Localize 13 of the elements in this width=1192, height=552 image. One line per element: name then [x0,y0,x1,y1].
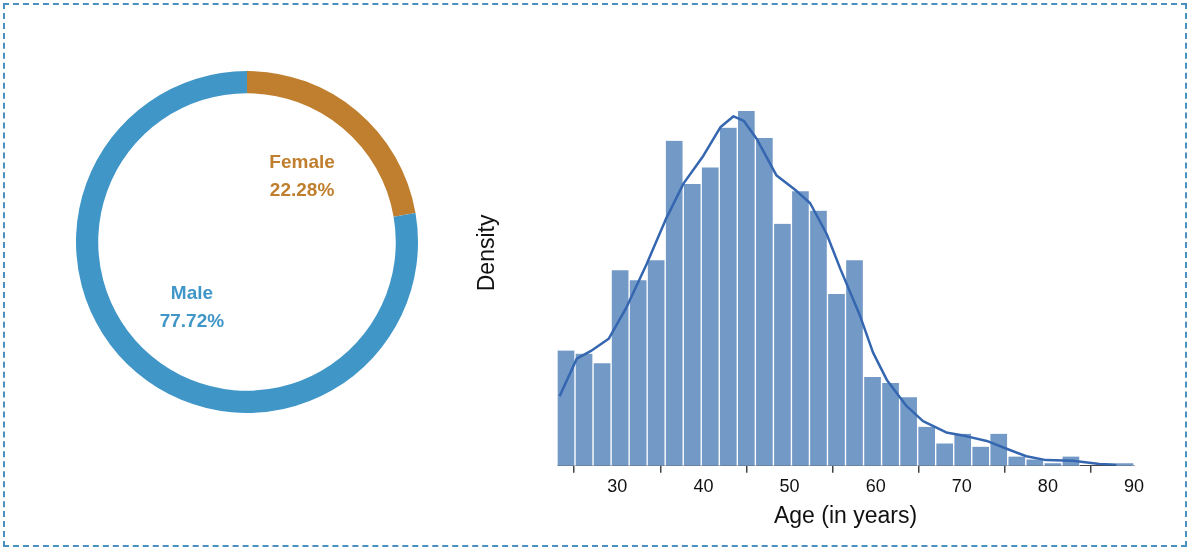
slice-label: Female [269,150,335,172]
x-tick-label: 60 [865,475,886,496]
x-tick-label: 70 [951,475,972,496]
x-axis-title: Age (in years) [773,501,918,528]
y-axis-title: Density [473,214,500,292]
x-tick-label: 50 [779,475,800,496]
data-label: 22.28% [269,178,335,200]
x-tick-label: 30 [607,475,628,496]
x-tick-label: 90 [1123,475,1145,496]
slice-label: Male [170,281,214,303]
x-tick-label: 40 [693,475,714,496]
x-tick-label: 80 [1037,475,1058,496]
data-label: 77.72% [159,309,225,331]
